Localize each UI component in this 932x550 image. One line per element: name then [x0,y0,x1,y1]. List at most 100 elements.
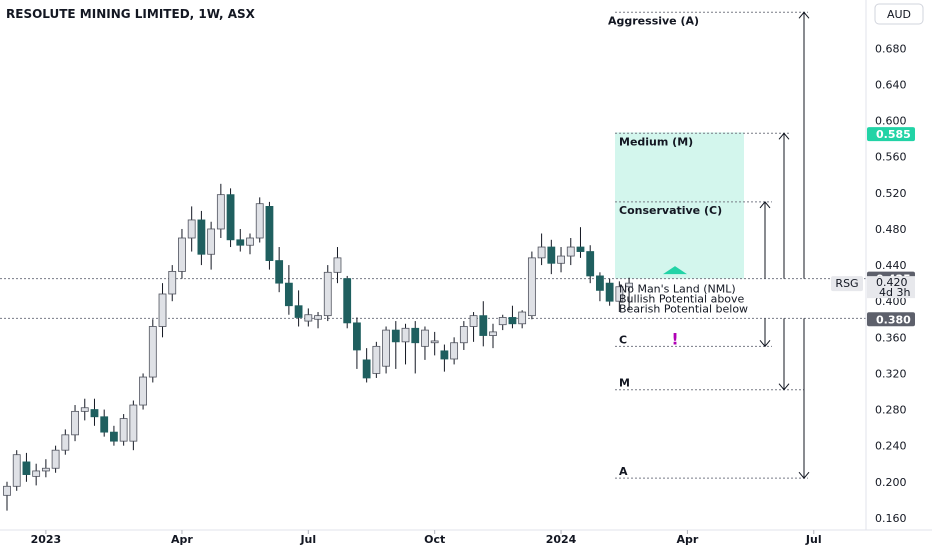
candle [12,450,21,491]
nml-text-line: No Man's Land (NML) [619,283,736,296]
candle-body [353,322,361,351]
candle [51,445,60,473]
candle [615,281,624,313]
candle [489,323,497,349]
candle [401,323,410,365]
y-tick-label: 0.680 [875,42,907,55]
candle [3,481,11,511]
candle-body [421,329,429,347]
candle [216,183,225,239]
candle-body [615,286,624,302]
candle-body [557,255,565,264]
y-axis[interactable]: 0.7200.6800.6400.6000.5600.5200.4800.440… [875,6,907,525]
y-tick-label: 0.400 [875,295,907,308]
candle-body [51,449,60,469]
candle [294,290,303,327]
currency-button[interactable]: AUD [874,3,924,25]
candle-body [41,467,50,472]
candle-body [275,260,284,284]
target-zone [615,132,744,279]
level-label-a-down: A [619,465,628,478]
candle [323,265,332,322]
x-axis[interactable]: 2023 Apr Jul Oct 2024 Apr Jul [31,530,822,546]
candle-body [625,282,633,288]
candle [178,228,186,279]
candle-body [158,293,167,327]
exclamation-marker-icon: ! [671,330,678,349]
candle [557,247,565,273]
candle [119,414,128,446]
candle-body [139,376,147,406]
y-tick-label: 0.200 [875,476,907,489]
candle-body [391,329,400,343]
candle-body [314,315,322,320]
candles [3,183,633,511]
candle-body [22,461,31,475]
x-tick-label: Apr [171,533,193,546]
candle-body [3,485,11,496]
candle-body [178,237,186,272]
candle-body [430,340,439,344]
bullish-triangle-icon [663,266,687,275]
candle [508,305,517,329]
candle [265,201,274,270]
candle [168,265,177,302]
candle [576,227,585,258]
candle-body [605,282,614,302]
candle-body [537,246,546,259]
candle-body [333,257,342,273]
candle-body [246,237,254,246]
arrow-down-a-head [798,471,810,479]
candle [80,398,89,421]
candle [411,321,420,374]
candle [586,245,595,284]
candle-body [382,329,390,367]
candle [382,326,390,374]
annotations: Aggressive (A) Medium (M) Conservative (C)… [608,14,748,478]
price-tag-bg [867,127,915,142]
candle [255,197,264,243]
candle [246,233,254,255]
x-tick-label: 2024 [546,533,577,546]
candle-body [284,282,293,307]
candle-body [168,271,177,295]
candle [61,429,70,455]
candle-body [255,203,264,239]
candle-body [518,311,527,325]
candle [110,425,118,446]
current-price-bg [867,276,915,299]
candle-body [265,206,274,261]
level-label-medium: Medium (M) [619,135,693,148]
level-label-aggressive: Aggressive (A) [608,14,699,27]
candle-body [304,314,313,322]
candle-body [71,410,79,436]
candle [343,275,352,329]
y-tick-label: 0.280 [875,404,907,417]
level-label-conservative: Conservative (C) [619,204,722,217]
candle-body [323,271,332,317]
candle [148,319,157,383]
level-lines [0,11,866,479]
candle-body [129,404,138,442]
chart-title: RESOLUTE MINING LIMITED, 1W, ASX [6,7,256,21]
y-tick-label: 0.560 [875,151,907,164]
candle [226,188,235,248]
candle-body [343,278,352,324]
candle [625,277,633,311]
y-tick-label: 0.600 [875,115,907,128]
candle-body [362,359,371,379]
candle [498,314,507,331]
symbol-tag-bg [831,276,863,292]
y-tick-label: 0.320 [875,367,907,380]
candle [284,265,293,315]
y-tick-label: 0.520 [875,187,907,200]
x-tick-label: 2023 [31,533,62,546]
candle [596,272,604,302]
candle-body [440,350,449,360]
candle [421,326,429,360]
arrow-up-medium-head [778,132,790,140]
price-tag-label: 0.380 [876,313,911,326]
y-tick-label: 0.240 [875,440,907,453]
